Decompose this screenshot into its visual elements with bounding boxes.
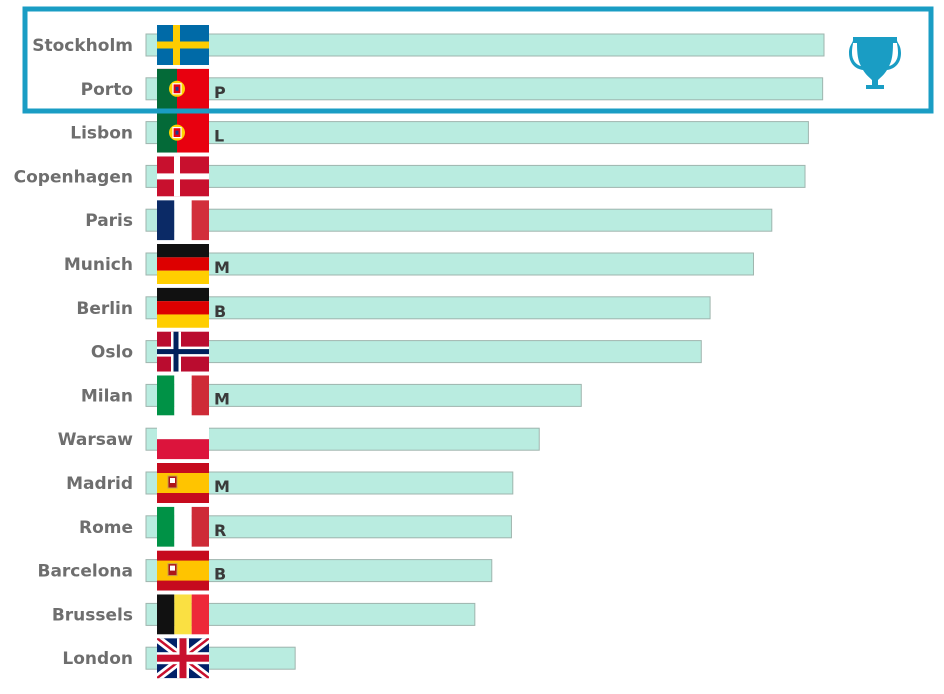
poland-flag-icon — [157, 419, 209, 460]
sweden-flag-icon — [157, 25, 209, 65]
bar-warsaw — [145, 427, 540, 451]
bar-barcelona — [145, 559, 493, 583]
belgium-flag-icon — [157, 594, 209, 635]
norway-flag-icon — [157, 331, 209, 372]
bar-letter-label: L — [214, 127, 224, 146]
italy-flag-icon — [157, 506, 209, 547]
germany-flag-icon — [157, 244, 209, 284]
category-label: London — [62, 649, 133, 669]
spain-flag-icon — [157, 463, 209, 503]
category-label: Porto — [81, 80, 133, 100]
portugal-flag-icon — [157, 112, 209, 153]
bar-letter-label: B — [214, 302, 226, 321]
bar-milan — [145, 383, 582, 407]
bar-stockholm — [145, 33, 825, 57]
bar-brussels — [145, 602, 476, 626]
germany-flag-icon — [157, 287, 209, 328]
bar-lisbon — [145, 121, 809, 145]
category-label: Oslo — [91, 343, 133, 363]
bar-letter-label: M — [214, 477, 230, 496]
france-flag-icon — [157, 200, 209, 241]
united-kingdom-flag-icon — [157, 638, 209, 679]
bar-berlin — [145, 296, 711, 320]
spain-flag-icon — [157, 550, 209, 591]
bar-letter-label: B — [214, 565, 226, 584]
denmark-flag-icon — [157, 156, 209, 197]
category-label: Brussels — [52, 605, 133, 625]
italy-flag-icon — [157, 375, 209, 416]
bar-letter-label: M — [214, 258, 230, 277]
category-label: Munich — [64, 255, 133, 275]
highlight-box — [22, 6, 934, 114]
category-label: Milan — [81, 386, 133, 406]
trophy-icon — [849, 37, 901, 89]
category-label: Paris — [85, 211, 133, 231]
category-label: Copenhagen — [14, 167, 133, 187]
bar-letter-label: M — [214, 389, 230, 408]
portugal-flag-icon — [157, 68, 209, 109]
category-label: Berlin — [76, 299, 133, 319]
bar-munich — [145, 252, 754, 276]
bar-letter-label: P — [214, 83, 226, 102]
bar-paris — [145, 208, 773, 232]
bar-porto — [145, 77, 824, 101]
bar-madrid — [145, 471, 514, 495]
bar-rome — [145, 515, 512, 539]
category-label: Madrid — [66, 474, 133, 494]
category-label: Stockholm — [32, 36, 133, 56]
category-label: Warsaw — [58, 430, 134, 450]
bar-copenhagen — [145, 164, 806, 188]
bar-letter-label: R — [214, 521, 226, 540]
bar-oslo — [145, 340, 702, 364]
category-label: Barcelona — [37, 562, 133, 582]
category-label: Rome — [79, 518, 133, 538]
category-label: Lisbon — [70, 124, 133, 144]
